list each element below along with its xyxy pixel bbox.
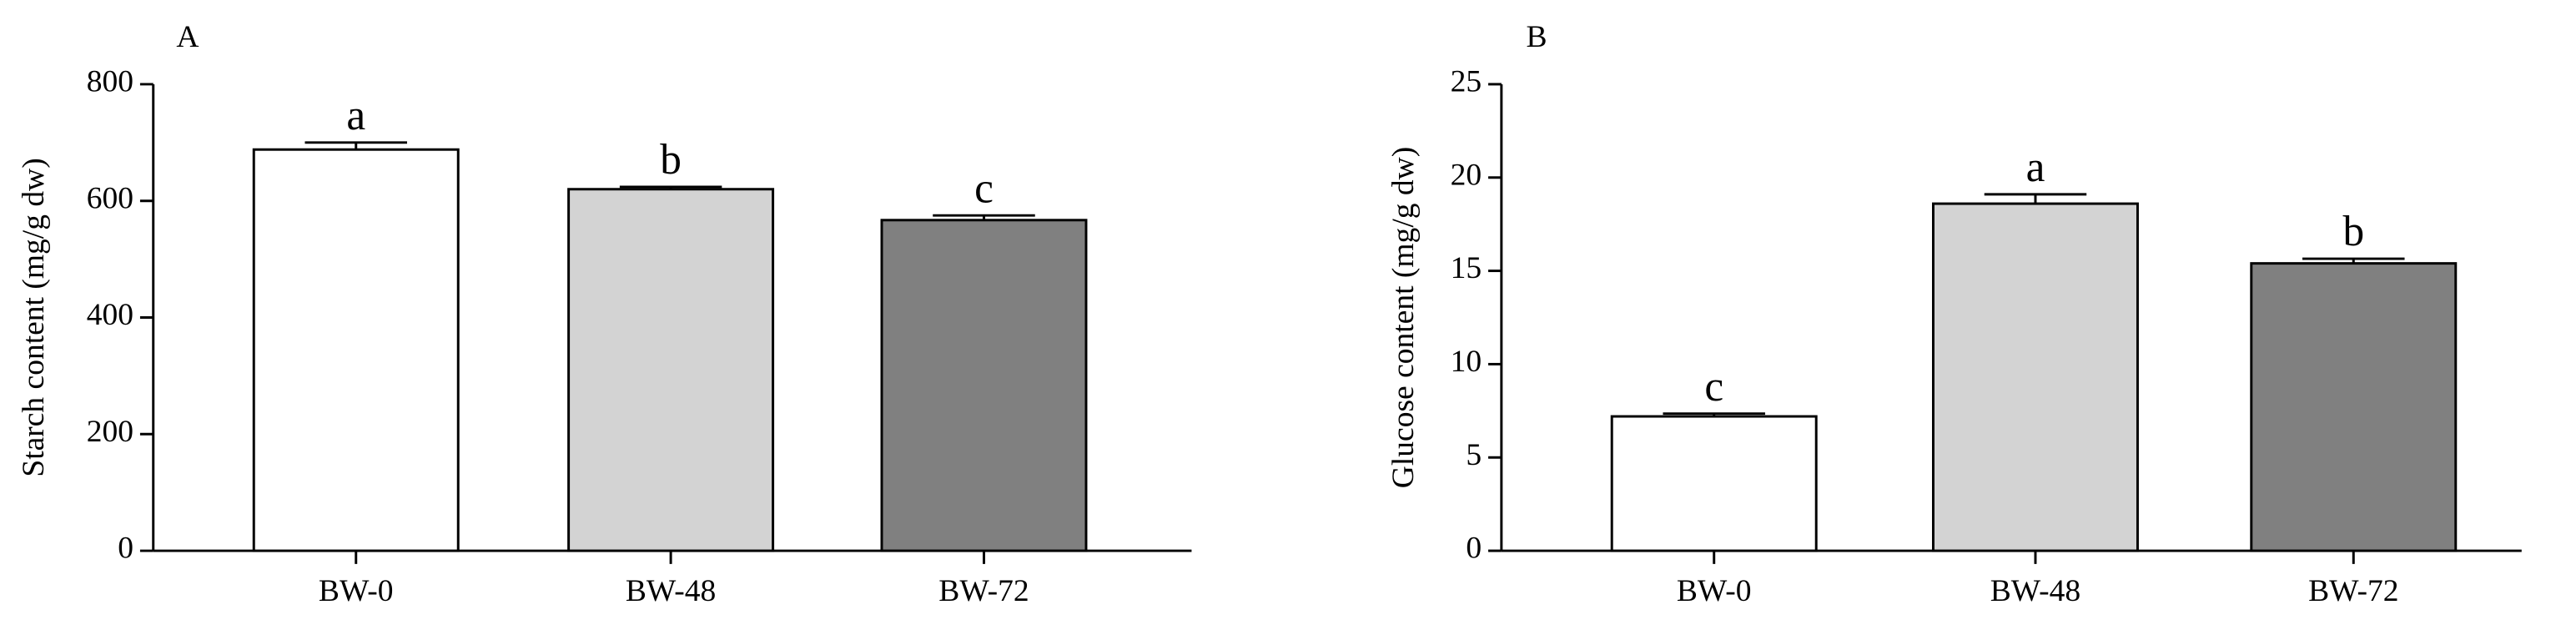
y-tick-label: 600: [87, 181, 133, 215]
y-tick-label: 20: [1451, 158, 1482, 192]
y-tick-label: 200: [87, 415, 133, 449]
significance-label: a: [346, 92, 365, 139]
bar: [2250, 262, 2458, 552]
y-tick-label: 0: [118, 532, 133, 566]
x-tick-label: BW-72: [2308, 574, 2398, 608]
y-tick-label: 25: [1451, 65, 1482, 99]
x-tick-label: BW-0: [1677, 574, 1752, 608]
y-tick-label: 10: [1451, 345, 1482, 379]
significance-label: b: [660, 136, 682, 184]
panel-label: A: [176, 20, 199, 54]
bar: [252, 148, 460, 552]
x-tick-label: BW-0: [319, 574, 394, 608]
x-tick-label: BW-72: [938, 574, 1029, 608]
y-tick-label: 15: [1451, 251, 1482, 285]
x-tick-label: BW-48: [1990, 574, 2080, 608]
significance-label: a: [2026, 144, 2045, 191]
y-tick-label: 800: [87, 65, 133, 99]
y-tick-label: 5: [1466, 438, 1482, 472]
panel-label: B: [1526, 20, 1547, 54]
significance-label: c: [974, 164, 994, 212]
bar: [1932, 202, 2139, 552]
y-tick-label: 400: [87, 298, 133, 332]
bar: [567, 188, 775, 552]
y-tick-label: 0: [1466, 532, 1482, 566]
bar: [1610, 415, 1818, 552]
y-axis-label: Starch content (mg/g dw): [17, 158, 51, 476]
significance-label: b: [2342, 208, 2364, 255]
y-axis-label: Glucose content (mg/g dw): [1386, 147, 1421, 488]
significance-label: c: [1704, 363, 1723, 411]
x-tick-label: BW-48: [626, 574, 716, 608]
bar: [880, 219, 1088, 552]
